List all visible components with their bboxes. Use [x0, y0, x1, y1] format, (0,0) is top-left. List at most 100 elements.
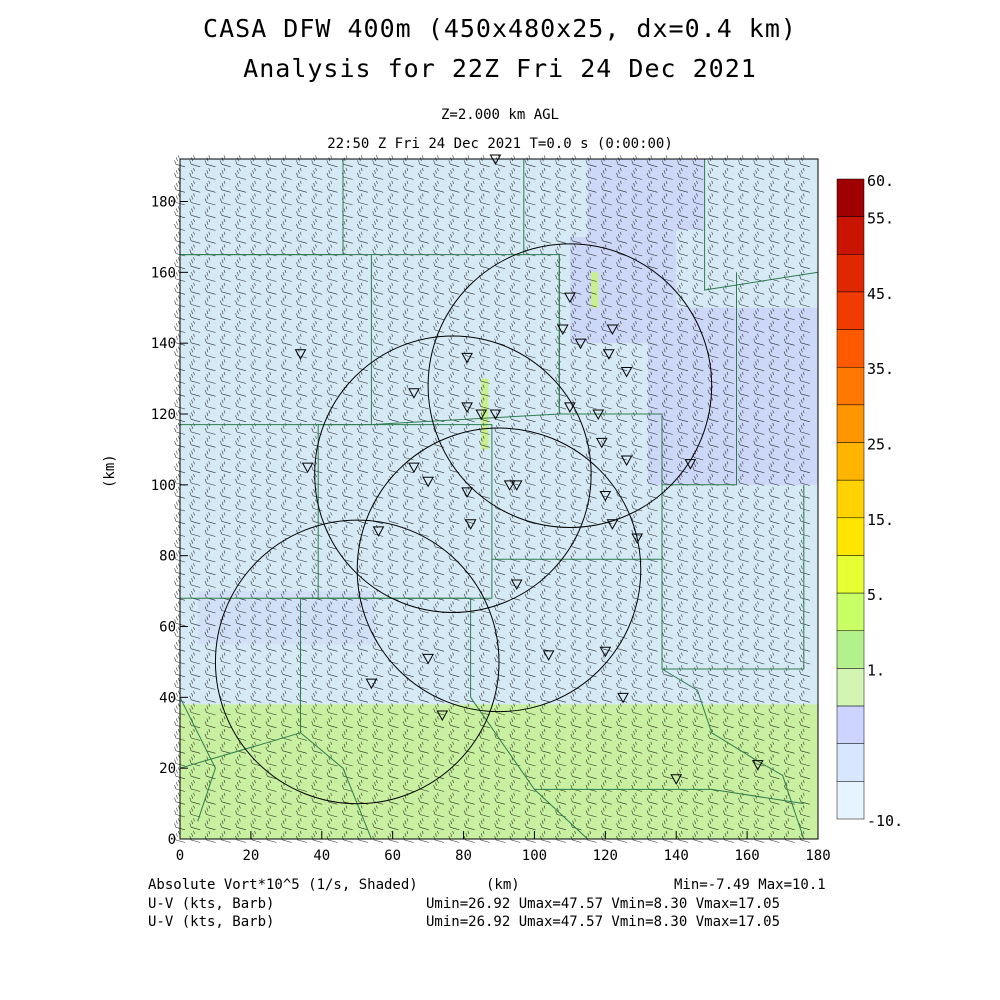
- colorbar-swatch: [836, 404, 865, 443]
- colorbar-swatch: [836, 705, 865, 744]
- y-tick-label: 120: [151, 407, 176, 423]
- station-marker: [422, 476, 434, 488]
- colorbar-swatch: [836, 291, 865, 330]
- colorbar-swatch: [836, 442, 865, 481]
- station-marker: [510, 579, 523, 591]
- level-label: Z=2.000 km AGL: [440, 107, 559, 123]
- station-marker: [408, 388, 420, 399]
- station-marker: [751, 760, 764, 771]
- colorbar-swatch: [836, 592, 865, 632]
- station-marker: [475, 409, 488, 421]
- valid-time-label: 22:50 Z Fri 24 Dec 2021 T=0.0 s (0:00:00…: [327, 136, 673, 152]
- station-marker: [684, 459, 697, 470]
- colorbar-swatch: [836, 366, 865, 406]
- station-marker: [595, 437, 608, 449]
- station-marker: [592, 409, 605, 421]
- station-marker: [372, 526, 385, 537]
- y-tick-label: 100: [151, 478, 176, 494]
- station-marker: [461, 487, 473, 498]
- barb-description-2: U-V (kts, Barb): [148, 914, 275, 930]
- chart-title-line2: Analysis for 22Z Fri 24 Dec 2021: [243, 54, 757, 83]
- barb-description-1: U-V (kts, Barb): [148, 896, 275, 912]
- x-axis-label: (km): [486, 877, 520, 893]
- station-marker: [620, 455, 633, 467]
- station-marker: [606, 519, 619, 530]
- x-tick-label: 140: [664, 848, 689, 864]
- station-marker: [599, 490, 612, 502]
- colorbar-swatch: [836, 781, 865, 820]
- x-tick-label: 100: [522, 848, 547, 864]
- station-marker: [408, 462, 420, 474]
- radar-ring-southwest: [214, 519, 500, 805]
- shade-west-patch: [197, 591, 375, 645]
- station-marker: [564, 402, 576, 413]
- x-tick-label: 180: [805, 848, 830, 864]
- radar-range-rings: [214, 243, 713, 805]
- colorbar-swatch: [836, 743, 865, 782]
- station-marker: [503, 480, 516, 491]
- colorbar-swatch: [836, 178, 865, 217]
- plot-frame: [179, 158, 819, 840]
- station-marker: [461, 352, 473, 364]
- y-tick-label: 20: [159, 761, 176, 777]
- x-tick-label: 80: [455, 848, 472, 864]
- colorbar-label: 55.: [867, 210, 894, 228]
- colorbar-label: 60.: [867, 172, 894, 190]
- colorbar-swatch: [836, 329, 865, 368]
- x-tick-label: 40: [313, 848, 330, 864]
- station-markers: [294, 154, 764, 785]
- station-marker: [542, 650, 555, 661]
- station-marker: [617, 692, 629, 704]
- station-marker: [620, 367, 633, 378]
- y-axis-label: (km): [102, 454, 118, 488]
- x-tick-label: 0: [176, 848, 184, 864]
- station-marker: [436, 710, 449, 722]
- colorbar-label: -10.: [867, 812, 903, 830]
- x-tick-label: 60: [384, 848, 401, 864]
- county-line: [704, 159, 819, 291]
- station-marker: [489, 409, 502, 421]
- colorbar-swatch: [836, 630, 865, 669]
- station-marker: [461, 402, 473, 413]
- shade-positive-band: [180, 704, 818, 839]
- colorbar-swatch: [836, 216, 865, 255]
- barb-range-1: Umin=26.92 Umax=47.57 Vmin=8.30 Vmax=17.…: [426, 896, 781, 912]
- county-line: [300, 732, 372, 840]
- shade-small-max: [481, 378, 489, 450]
- station-marker: [631, 533, 644, 544]
- station-marker: [564, 292, 576, 304]
- colorbar-swatch: [836, 668, 865, 707]
- county-line: [300, 597, 472, 698]
- county-line: [180, 254, 372, 426]
- x-tick-label: 120: [593, 848, 618, 864]
- y-tick-label: 160: [151, 265, 176, 281]
- station-marker: [574, 338, 587, 350]
- colorbar-label: 1.: [867, 661, 885, 679]
- y-tick-label: 60: [159, 620, 176, 636]
- station-marker: [464, 519, 477, 530]
- station-marker: [422, 653, 434, 665]
- county-line: [558, 254, 737, 486]
- radar-ring-central: [314, 335, 592, 613]
- field-description: Absolute Vort*10^5 (1/s, Shaded): [148, 877, 418, 893]
- station-marker: [556, 324, 569, 336]
- station-marker: [510, 480, 523, 491]
- colorbar-label: 45.: [867, 285, 894, 303]
- county-line: [179, 697, 216, 822]
- radar-ring-east: [356, 427, 642, 713]
- station-marker: [301, 462, 314, 474]
- axis-ticks: 0 20 40 60 80 100 120 140 160 180 0 20 40 60 80 100 120 1…: [151, 195, 831, 865]
- county-line: [661, 668, 805, 840]
- colorbar-swatch: [836, 517, 865, 556]
- station-marker: [599, 646, 612, 658]
- station-marker: [670, 774, 683, 785]
- y-tick-label: 40: [159, 690, 176, 706]
- chart-title-line1: CASA DFW 400m (450x480x25, dx=0.4 km): [203, 14, 797, 43]
- field-min-max: Min=-7.49 Max=10.1: [674, 877, 826, 893]
- county-line: [661, 484, 805, 670]
- y-tick-label: 140: [151, 336, 176, 352]
- shade-upper-patch: [569, 159, 818, 485]
- colorbar-label: 5.: [867, 586, 885, 604]
- barb-range-2: Umin=26.92 Umax=47.57 Vmin=8.30 Vmax=17.…: [426, 914, 781, 930]
